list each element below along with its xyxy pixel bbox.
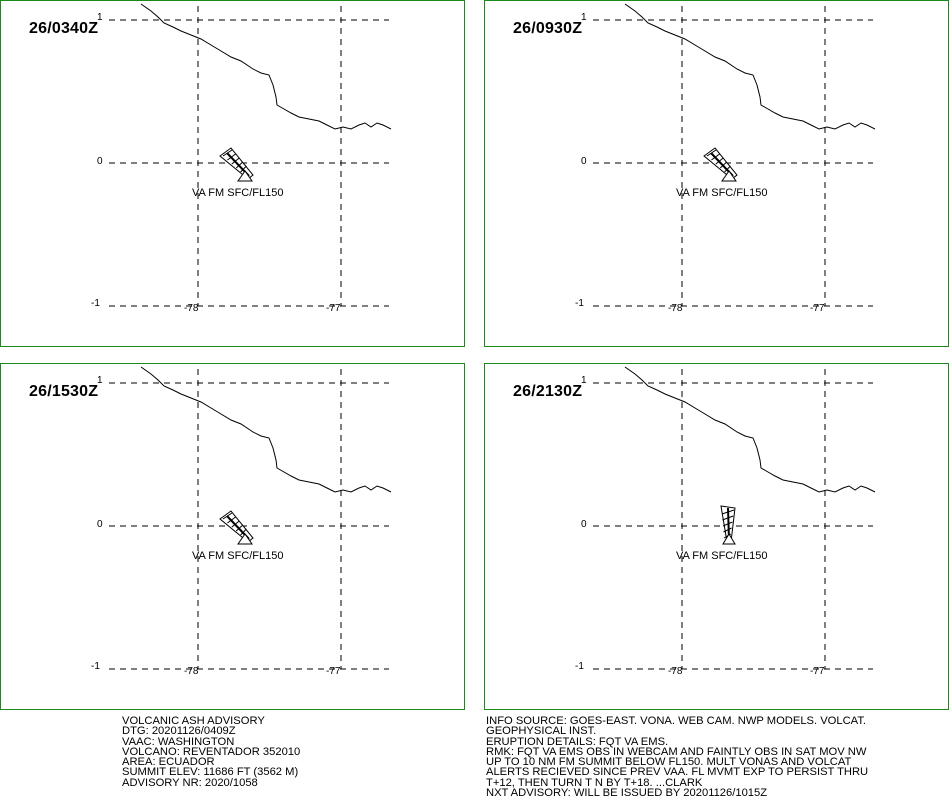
advisory-line: INFO SOURCE: GOES-EAST. VONA. WEB CAM. N… xyxy=(486,715,867,727)
panel-time-label: 26/0930Z xyxy=(513,20,583,37)
advisory-line: T+12, THEN TURN T N BY T+18. ...CLARK xyxy=(486,776,703,789)
advisory-line: AREA: ECUADOR xyxy=(122,756,215,769)
ash-plume xyxy=(703,147,738,182)
lat-label-neg1: -1 xyxy=(575,298,584,309)
advisory-line: UP TO 10 NM FM SUMMIT BELOW FL150. MULT … xyxy=(486,756,852,769)
map-canvas xyxy=(109,366,392,670)
ash-cloud-label: VA FM SFC/FL150 xyxy=(192,550,284,562)
lat-label-neg1: -1 xyxy=(575,661,584,672)
forecast-panel-2: 26/0930Z 1 0 -1 -78 -77 VA FM SFC/FL150 xyxy=(484,0,949,347)
map-canvas xyxy=(593,366,876,670)
lat-label-1: 1 xyxy=(581,12,587,23)
coastline xyxy=(624,3,876,130)
plume-hatch-line xyxy=(723,527,732,533)
lat-label-neg1: -1 xyxy=(91,661,100,672)
forecast-panel-1: 26/0340Z 1 0 -1 -78 -77 VA FM SFC/FL150 xyxy=(0,0,465,347)
advisory-line: DTG: 20201126/0409Z xyxy=(122,725,236,738)
lat-label-1: 1 xyxy=(97,375,103,386)
advisory-line: RMK: FQT VA EMS OBS IN WEBCAM AND FAINTL… xyxy=(486,745,867,758)
lat-label-1: 1 xyxy=(581,375,587,386)
ash-cloud-label: VA FM SFC/FL150 xyxy=(676,550,768,562)
advisory-line: NXT ADVISORY: WILL BE ISSUED BY 20201126… xyxy=(486,787,768,800)
forecast-panel-4: 26/2130Z 1 0 -1 -78 -77 VA FM SFC/FL150 xyxy=(484,363,949,710)
lon-label-77: -77 xyxy=(810,666,825,677)
lon-label-77: -77 xyxy=(326,666,341,677)
lon-label-77: -77 xyxy=(326,303,341,314)
lat-label-0: 0 xyxy=(97,519,103,530)
ash-plume xyxy=(720,505,736,545)
coastline xyxy=(624,366,876,493)
advisory-remarks-block: INFO SOURCE: GOES-EAST. VONA. WEB CAM. N… xyxy=(486,715,869,800)
lon-label-78: -78 xyxy=(668,666,683,677)
panel-time-label: 26/1530Z xyxy=(29,383,99,400)
coastline xyxy=(140,3,392,130)
lat-label-0: 0 xyxy=(581,156,587,167)
advisory-line: VAAC: WASHINGTON xyxy=(122,735,235,748)
lat-label-neg1: -1 xyxy=(91,298,100,309)
lon-label-78: -78 xyxy=(184,666,199,677)
panel-time-label: 26/0340Z xyxy=(29,20,99,37)
lon-label-78: -78 xyxy=(184,303,199,314)
advisory-header-block: VOLCANIC ASH ADVISORY DTG: 20201126/0409Z… xyxy=(122,715,301,789)
advisory-line: SUMMIT ELEV: 11686 FT (3562 M) xyxy=(122,766,299,779)
advisory-line: VOLCANO: REVENTADOR 352010 xyxy=(122,745,301,758)
advisory-line: ALERTS RECIEVED SINCE PREV VAA. FL MVMT … xyxy=(486,766,869,779)
advisory-line: ADVISORY NR: 2020/1058 xyxy=(122,776,258,789)
ash-cloud-label: VA FM SFC/FL150 xyxy=(192,187,284,199)
ash-cloud-label: VA FM SFC/FL150 xyxy=(676,187,768,199)
map-canvas xyxy=(593,3,876,307)
ash-plume xyxy=(219,147,254,182)
advisory-line: ERUPTION DETAILS: FQT VA EMS. xyxy=(486,735,669,748)
lat-label-0: 0 xyxy=(581,519,587,530)
lon-label-78: -78 xyxy=(668,303,683,314)
advisory-line: GEOPHYSICAL INST. xyxy=(486,725,597,738)
coastline xyxy=(140,366,392,493)
forecast-panel-3: 26/1530Z 1 0 -1 -78 -77 VA FM SFC/FL150 xyxy=(0,363,465,710)
lat-label-1: 1 xyxy=(97,12,103,23)
lat-label-0: 0 xyxy=(97,156,103,167)
lon-label-77: -77 xyxy=(810,303,825,314)
map-canvas xyxy=(109,3,392,307)
panel-time-label: 26/2130Z xyxy=(513,383,583,400)
ash-plume xyxy=(219,510,254,545)
advisory-line: VOLCANIC ASH ADVISORY xyxy=(122,715,265,727)
